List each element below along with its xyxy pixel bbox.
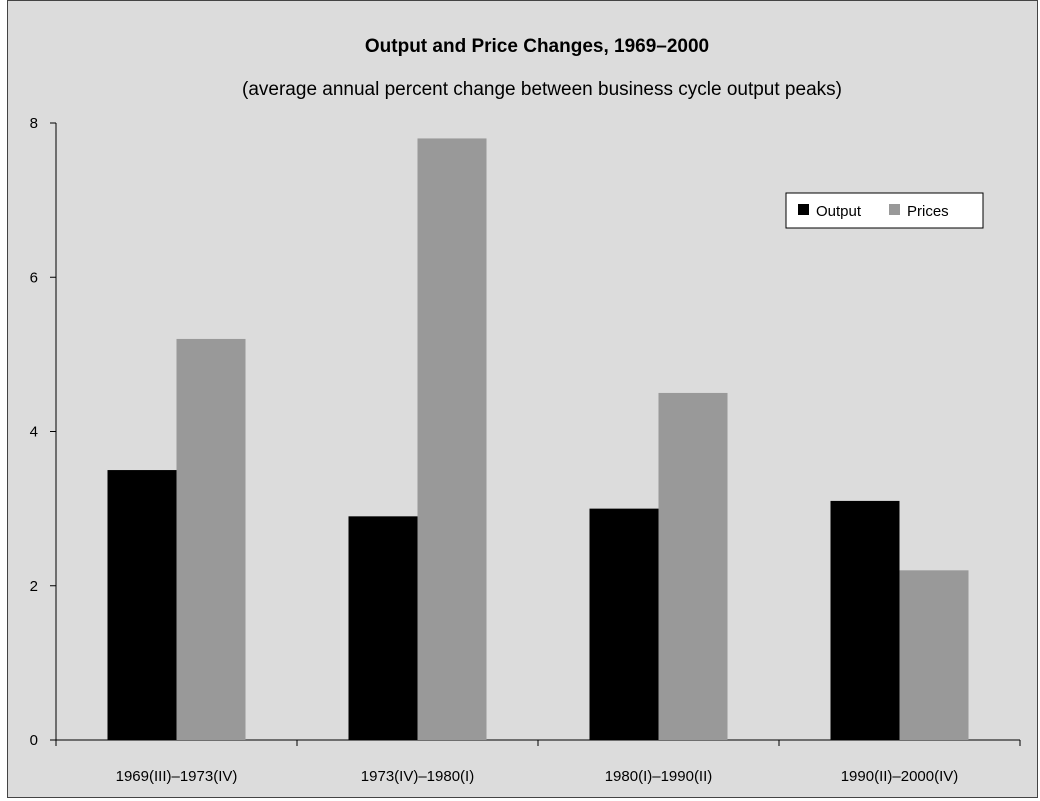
legend-swatch-output [798, 204, 809, 215]
y-tick-label: 8 [30, 115, 38, 132]
legend: Output Prices [785, 192, 984, 229]
x-tick-label: 1969(III)–1973(IV) [116, 768, 238, 785]
bar-output-2 [589, 508, 659, 740]
x-tick-label: 1980(I)–1990(II) [605, 768, 713, 785]
bar-prices-1 [417, 138, 487, 741]
y-axis: 0 2 4 6 8 [30, 115, 57, 749]
bars [107, 138, 969, 741]
y-tick-label: 0 [30, 732, 38, 749]
legend-swatch-prices [889, 204, 900, 215]
y-tick-label: 6 [30, 269, 38, 286]
legend-box [785, 192, 984, 229]
y-tick-label: 2 [30, 578, 38, 595]
bar-output-3 [830, 500, 900, 740]
x-axis: 1969(III)–1973(IV) 1973(IV)–1980(I) 1980(I… [55, 739, 1021, 785]
bar-output-0 [107, 470, 177, 740]
legend-label-prices: Prices [907, 203, 949, 220]
legend-label-output: Output [816, 203, 862, 220]
x-tick-label: 1990(II)–2000(IV) [841, 768, 959, 785]
chart-subtitle: (average annual percent change between b… [242, 79, 842, 100]
bar-output-1 [348, 516, 418, 740]
y-tick-label: 4 [30, 424, 38, 441]
x-tick-label: 1973(IV)–1980(I) [361, 768, 474, 785]
bar-prices-0 [176, 338, 246, 740]
chart-title: Output and Price Changes, 1969–2000 [365, 36, 709, 57]
bar-prices-3 [899, 570, 969, 740]
bar-prices-2 [658, 392, 728, 740]
